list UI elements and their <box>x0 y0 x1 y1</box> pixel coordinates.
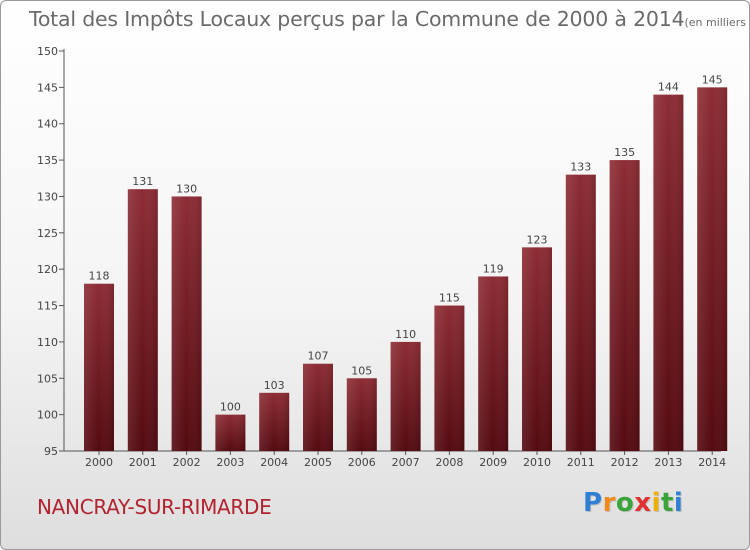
data-label: 119 <box>483 262 504 275</box>
chart-title-main: Total des Impôts Locaux perçus par la Co… <box>29 7 685 31</box>
bar-shine <box>390 341 421 451</box>
logo-letter: r <box>602 488 616 518</box>
y-tick-label: 120 <box>37 263 58 276</box>
bar-shine <box>84 283 114 451</box>
data-label: 123 <box>527 233 548 246</box>
bar-shine <box>346 378 377 451</box>
bar-shine <box>127 189 158 451</box>
chart-title: Total des Impôts Locaux perçus par la Co… <box>29 7 749 31</box>
y-tick-label: 140 <box>37 118 58 131</box>
bar-shine <box>609 160 640 451</box>
x-tick-label: 2012 <box>611 456 639 469</box>
x-tick-label: 2010 <box>523 456 551 469</box>
logo-letter: x <box>634 488 652 518</box>
data-label: 100 <box>220 401 241 414</box>
data-label: 131 <box>132 175 153 188</box>
x-tick-label: 2005 <box>304 456 332 469</box>
commune-name: NANCRAY-SUR-RIMARDE <box>37 495 272 519</box>
x-tick-label: 2001 <box>129 456 157 469</box>
logo-letter: i <box>673 488 684 518</box>
data-label: 103 <box>264 379 285 392</box>
data-label: 118 <box>89 270 110 283</box>
y-tick-label: 145 <box>37 81 58 94</box>
x-tick-label: 2006 <box>348 456 376 469</box>
y-tick-label: 100 <box>37 409 58 422</box>
bar-shine <box>653 94 684 452</box>
data-label: 130 <box>176 182 197 195</box>
y-tick-label: 105 <box>37 372 58 385</box>
bar-shine <box>215 414 246 451</box>
x-tick-label: 2008 <box>435 456 463 469</box>
bar-shine <box>478 276 509 451</box>
logo-letter: t <box>660 488 674 518</box>
bar-shine <box>303 363 333 451</box>
y-tick-label: 125 <box>37 227 58 240</box>
x-tick-label: 2004 <box>260 456 288 469</box>
data-label: 107 <box>308 350 329 363</box>
x-tick-label: 2002 <box>173 456 201 469</box>
data-label: 105 <box>351 364 372 377</box>
logo-letter: P <box>583 488 603 518</box>
data-label: 133 <box>570 161 591 174</box>
data-label: 110 <box>395 328 416 341</box>
bar-shine <box>565 174 596 452</box>
x-tick-label: 2007 <box>392 456 420 469</box>
x-tick-label: 2011 <box>567 456 595 469</box>
x-tick-label: 2009 <box>479 456 507 469</box>
y-tick-label: 95 <box>44 445 58 458</box>
x-tick-label: 2003 <box>216 456 244 469</box>
y-tick-label: 150 <box>37 45 58 58</box>
logo-letter: i <box>651 488 661 518</box>
bar-shine <box>434 305 465 451</box>
logo-letter: o <box>615 488 635 518</box>
data-label: 145 <box>702 73 723 86</box>
data-label: 115 <box>439 292 460 305</box>
data-label: 135 <box>614 146 635 159</box>
bar-shine <box>259 392 290 451</box>
proxiti-logo: Proxiti <box>583 488 683 518</box>
y-tick-label: 110 <box>37 336 58 349</box>
y-tick-label: 130 <box>37 190 58 203</box>
y-tick-label: 115 <box>37 300 58 313</box>
x-tick-label: 2000 <box>85 456 113 469</box>
x-tick-label: 2013 <box>654 456 682 469</box>
bar-shine <box>171 196 202 451</box>
chart-title-unit: (en milliers d'€) <box>684 16 749 29</box>
bar-shine <box>697 87 728 451</box>
bar-shine <box>522 247 552 451</box>
x-tick-label: 2014 <box>698 456 726 469</box>
data-label: 144 <box>658 81 679 94</box>
y-tick-label: 135 <box>37 154 58 167</box>
